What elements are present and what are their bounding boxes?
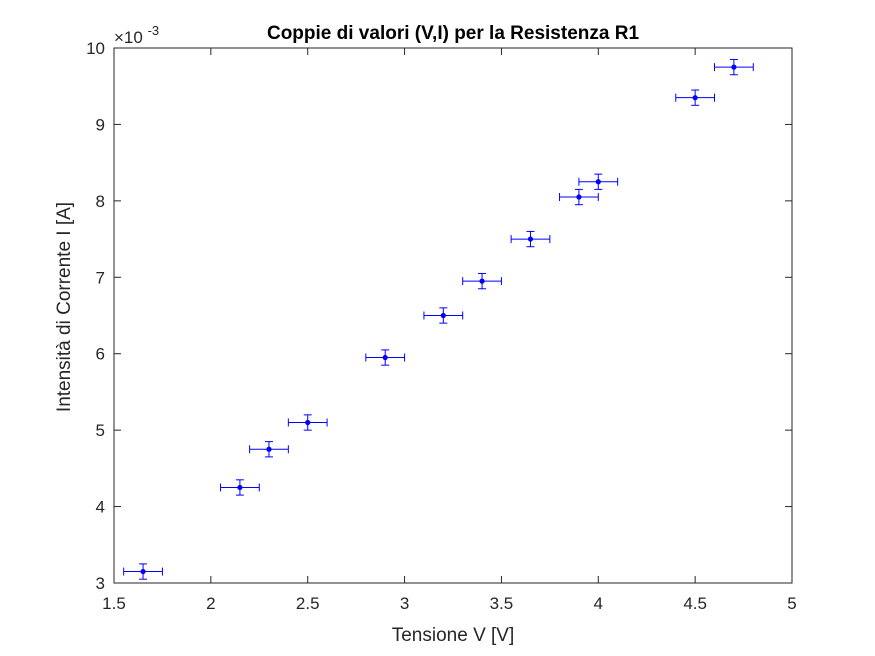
data-point [287, 414, 328, 431]
y-axis-ticks: 3 4 5 6 7 8 9 10 [86, 39, 792, 593]
data-marker [140, 568, 146, 575]
y-tick-label: 5 [96, 421, 105, 440]
data-point [462, 272, 502, 290]
x-tick-label: 1.5 [102, 594, 126, 613]
x-tick-label: 3.5 [490, 594, 514, 613]
data-marker [479, 278, 485, 284]
y-tick-label: 7 [96, 268, 105, 287]
data-marker [731, 64, 737, 70]
data-point [510, 230, 551, 248]
data-point [714, 58, 754, 76]
x-tick-label: 4 [594, 594, 603, 613]
x-axis-label: Tensione V [V] [392, 625, 515, 646]
y-tick-label: 6 [96, 345, 105, 364]
y-tick-label: 9 [96, 115, 105, 134]
data-marker [692, 95, 698, 101]
x-tick-label: 2 [206, 594, 215, 613]
data-marker [266, 446, 272, 452]
data-point [423, 307, 464, 324]
y-tick-label: 10 [86, 39, 105, 58]
x-tick-label: 5 [787, 594, 796, 613]
data-point [220, 479, 260, 496]
x-tick-label: 4.5 [683, 594, 707, 613]
data-marker [527, 236, 534, 242]
y-axis-exponent: ×10 -3 [114, 23, 159, 47]
y-tick-label: 8 [96, 192, 105, 211]
y-axis-exponent-base: ×10 [114, 28, 143, 47]
y-tick-label: 3 [96, 574, 105, 593]
data-point [249, 441, 289, 458]
data-marker [440, 312, 446, 319]
data-marker [237, 484, 243, 491]
data-marker [576, 194, 582, 200]
data-point [365, 349, 406, 366]
data-point [123, 563, 163, 580]
data-markers [123, 58, 754, 580]
y-tick-label: 4 [96, 498, 105, 517]
x-tick-label: 3 [400, 594, 409, 613]
data-marker [305, 419, 311, 426]
data-marker [595, 179, 601, 185]
x-tick-label: 2.5 [296, 594, 320, 613]
y-axis-label: Intensità di Corrente I [A] [54, 202, 75, 412]
data-point [578, 173, 619, 190]
data-point [675, 89, 716, 106]
chart-title: Coppie di valori (V,I) per la Resistenza… [267, 23, 639, 44]
x-axis-ticks: 1.5 2 2.5 3 3.5 4 4.5 5 [102, 48, 797, 613]
data-marker [382, 354, 388, 361]
y-axis-exponent-power: -3 [148, 23, 160, 38]
data-point [559, 188, 599, 206]
